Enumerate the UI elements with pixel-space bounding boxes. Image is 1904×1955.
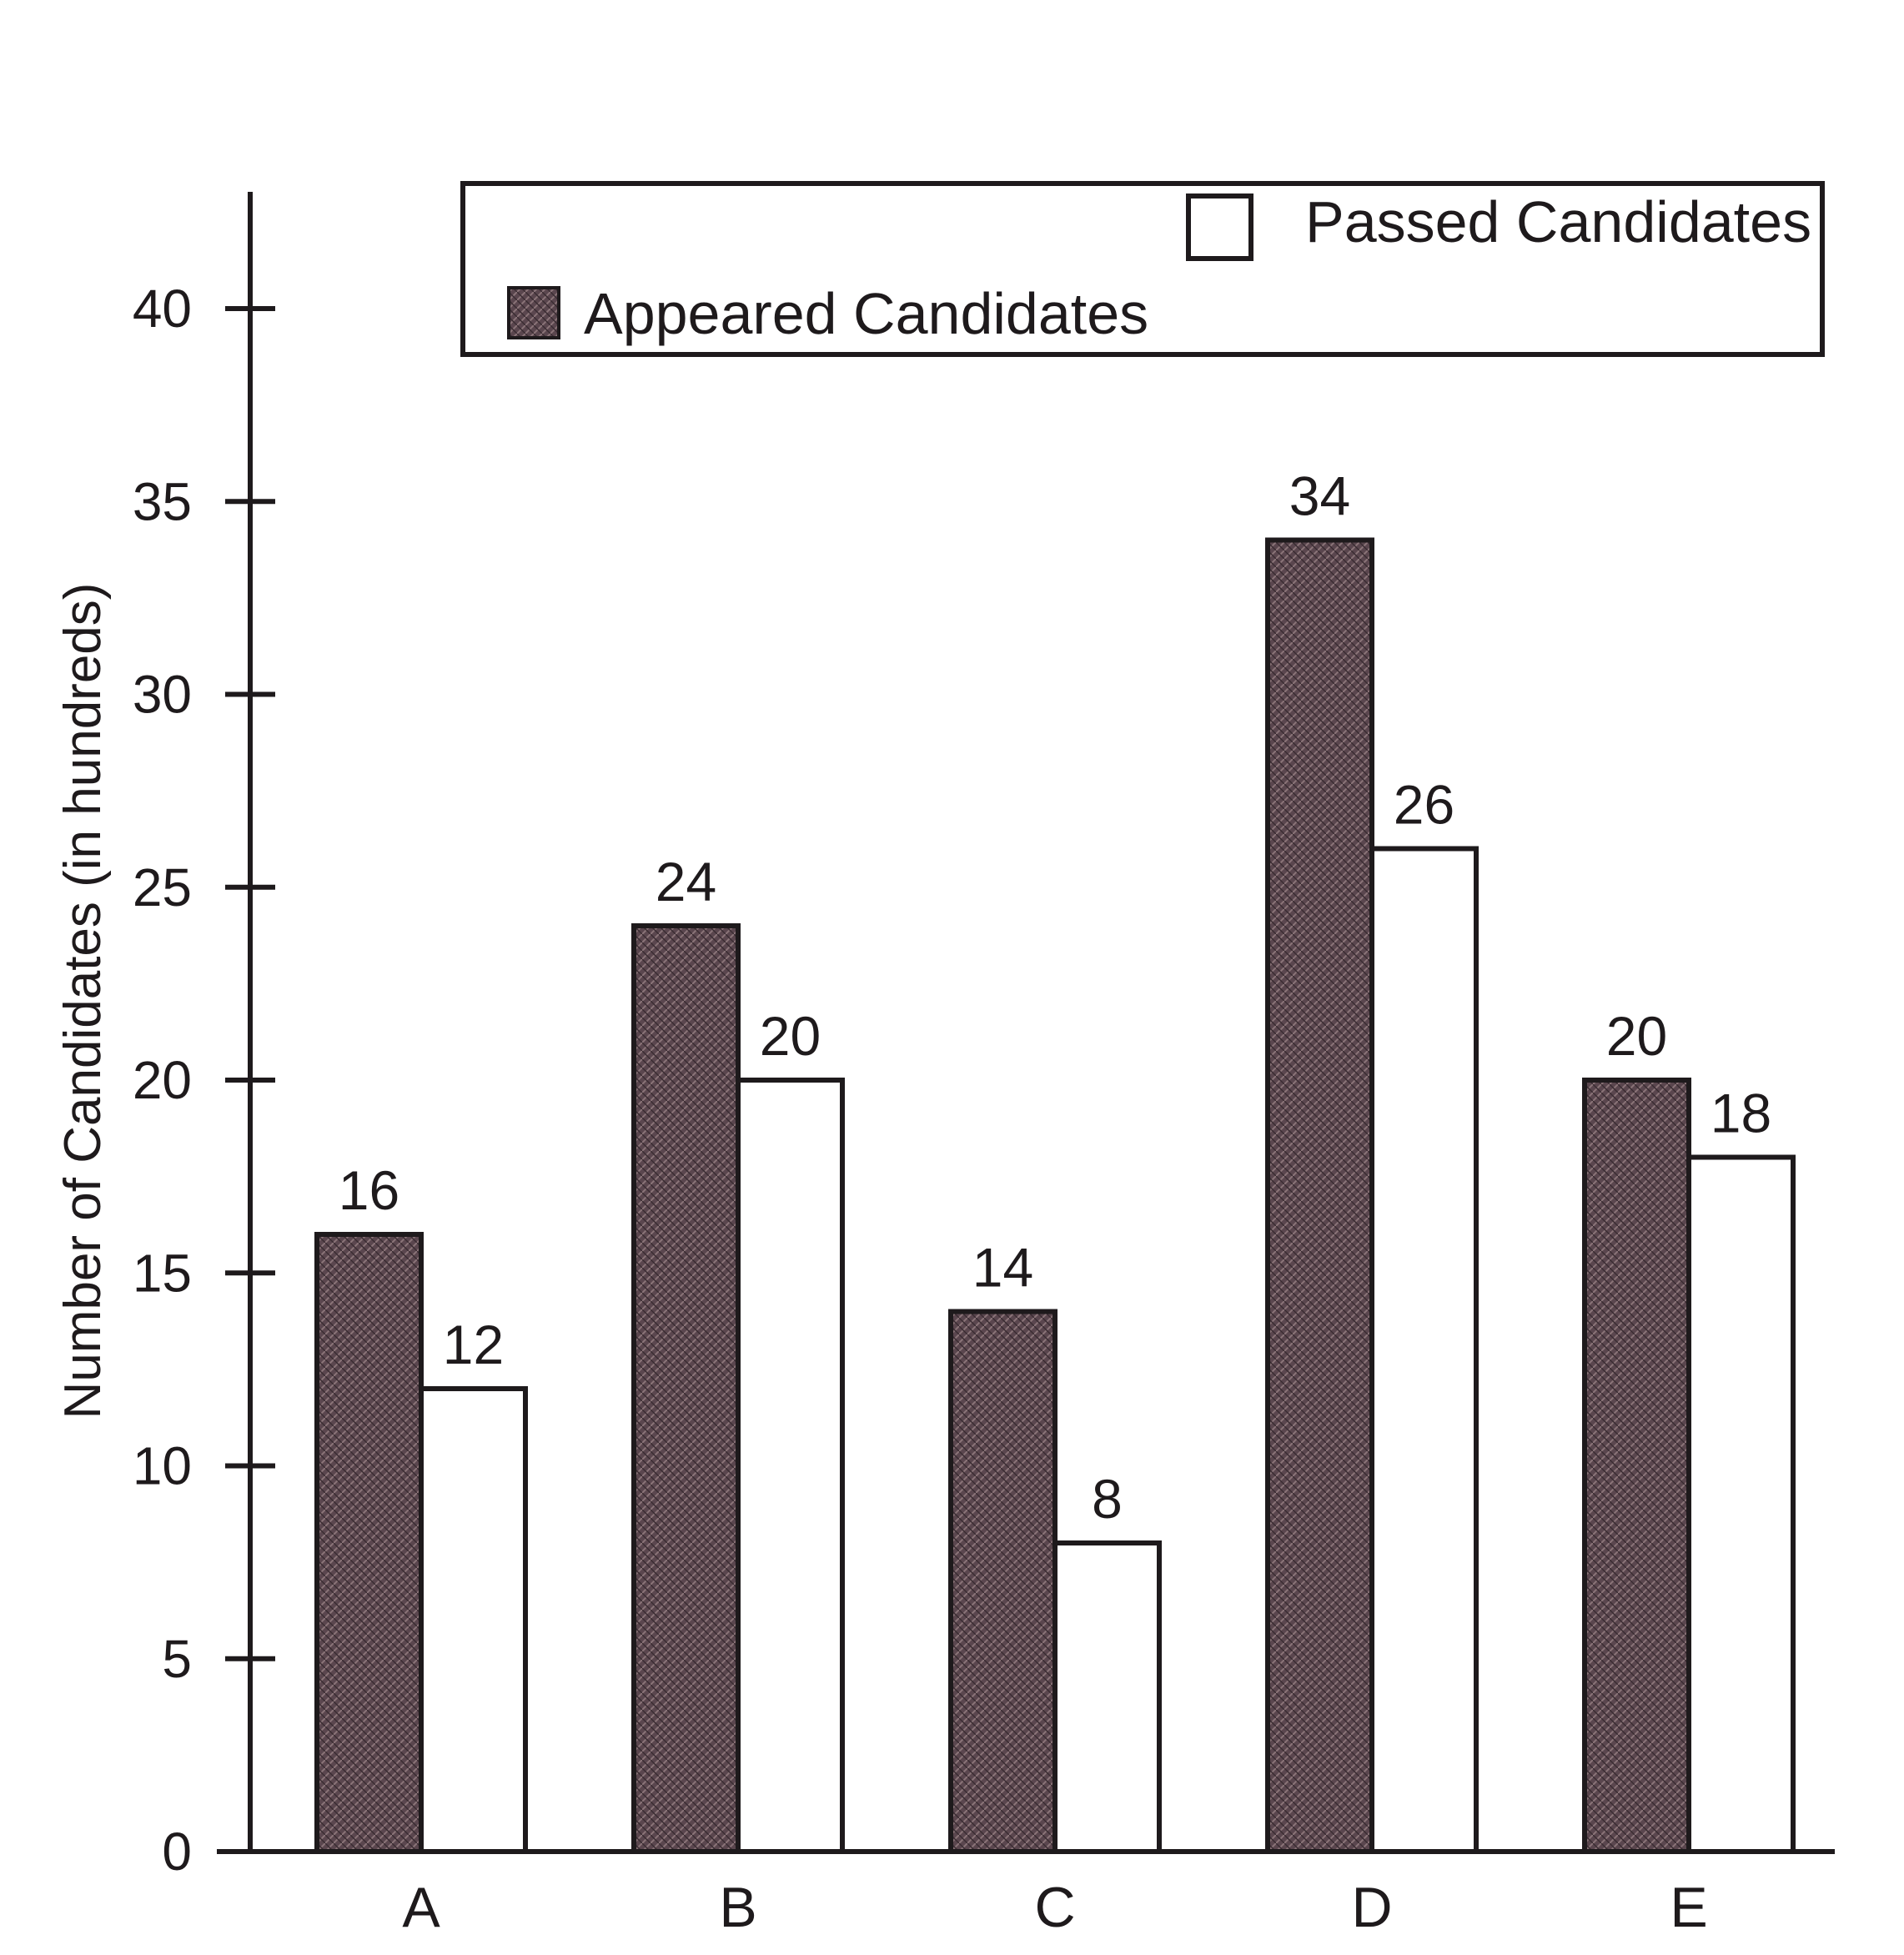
y-axis-label: Number of Candidates (in hundreds) xyxy=(54,583,112,1420)
y-tick-label: 35 xyxy=(133,471,192,531)
y-tick-label: 20 xyxy=(133,1050,192,1110)
legend-box xyxy=(460,181,1825,357)
data-label-appeared-d: 34 xyxy=(1289,465,1350,527)
legend-swatch-passed xyxy=(1186,193,1253,261)
x-tick-label-d: D xyxy=(1351,1876,1392,1939)
bar-appeared-d xyxy=(1265,537,1374,1854)
x-tick-label-b: B xyxy=(719,1876,756,1939)
bar-passed-a xyxy=(419,1386,528,1854)
bar-passed-c xyxy=(1052,1540,1162,1854)
data-label-passed-a: 12 xyxy=(443,1314,504,1375)
legend-swatch-appeared xyxy=(507,286,560,339)
y-tick-label: 10 xyxy=(133,1436,192,1496)
data-label-passed-c: 8 xyxy=(1092,1468,1123,1530)
y-tick-label: 30 xyxy=(133,665,192,725)
x-tick-label-a: A xyxy=(402,1876,440,1939)
data-label-appeared-c: 14 xyxy=(972,1237,1033,1299)
y-tick-label: 40 xyxy=(133,279,192,339)
y-tick-label: 15 xyxy=(133,1243,192,1303)
data-label-appeared-b: 24 xyxy=(656,851,716,912)
data-label-passed-b: 20 xyxy=(760,1005,821,1067)
y-tick-label: 0 xyxy=(162,1822,192,1882)
data-label-passed-d: 26 xyxy=(1394,774,1454,836)
data-label-appeared-a: 16 xyxy=(339,1159,399,1221)
y-tick-label: 25 xyxy=(133,857,192,917)
legend-label-appeared: Appeared Candidates xyxy=(584,281,1148,346)
plot-area: 0 5 10 15 20 25 30 35 40 16 12 A 24 20 B 14 8 C 34 26 D 20 18 E xyxy=(133,192,1835,1939)
bar-passed-d xyxy=(1369,846,1479,1854)
y-tick-label: 5 xyxy=(162,1629,192,1689)
bar-appeared-e xyxy=(1582,1078,1691,1854)
bar-appeared-c xyxy=(948,1309,1057,1854)
bar-appeared-b xyxy=(631,923,741,1854)
data-label-appeared-e: 20 xyxy=(1606,1005,1667,1067)
bar-passed-e xyxy=(1686,1154,1796,1854)
legend-label-passed: Passed Candidates xyxy=(1305,189,1811,254)
x-tick-label-e: E xyxy=(1670,1876,1707,1939)
bar-appeared-a xyxy=(314,1232,424,1854)
data-label-passed-e: 18 xyxy=(1711,1083,1771,1144)
x-tick-label-c: C xyxy=(1034,1876,1075,1939)
legend: Appeared Candidates Passed Candidates xyxy=(460,181,1825,357)
bar-passed-b xyxy=(736,1078,845,1854)
